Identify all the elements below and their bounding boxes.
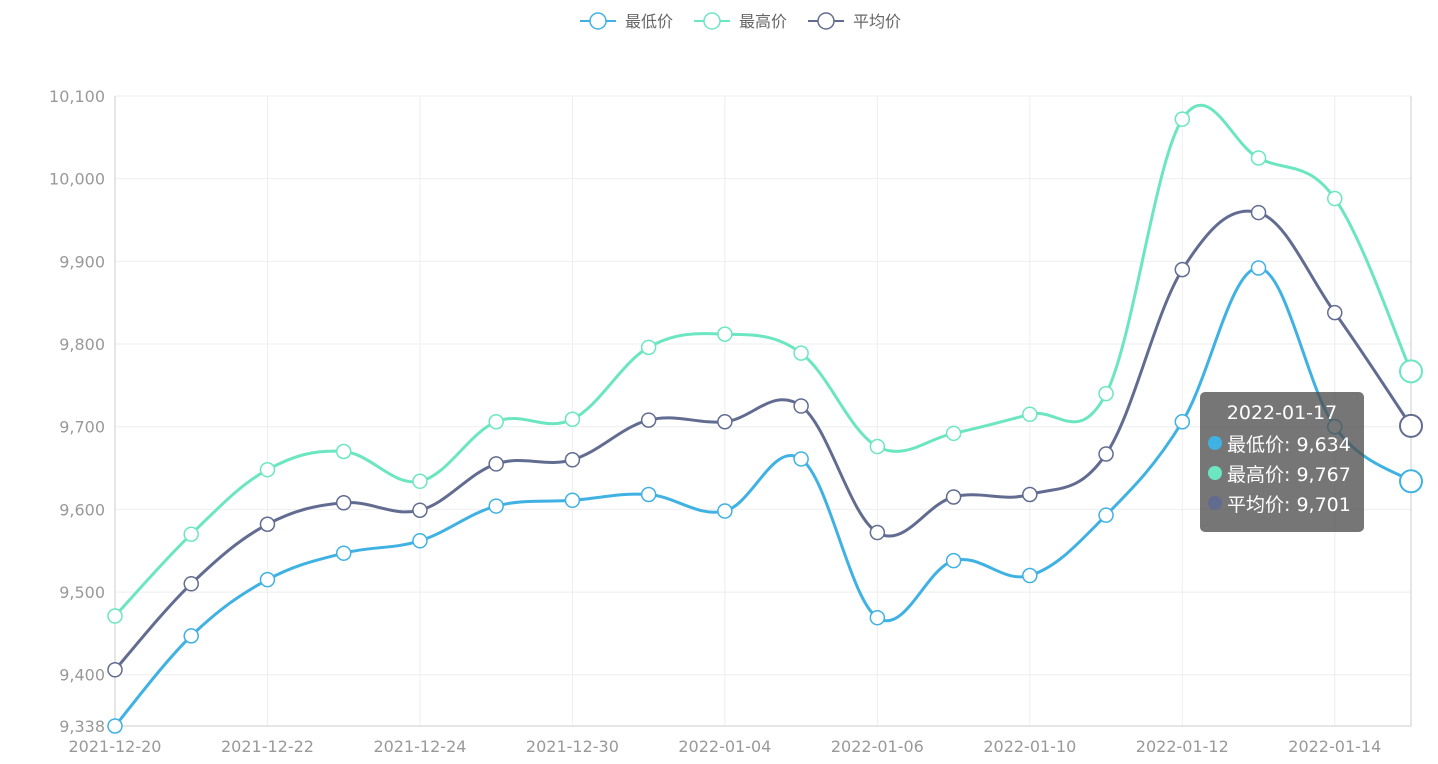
x-tick-label: 2022-01-12 bbox=[1136, 737, 1229, 756]
y-tick-label: 9,500 bbox=[59, 583, 105, 602]
data-point-avg[interactable] bbox=[1174, 261, 1191, 278]
x-tick-label: 2022-01-04 bbox=[678, 737, 771, 756]
y-tick-label: 9,900 bbox=[59, 252, 105, 271]
legend-label: 最低价 bbox=[625, 12, 673, 31]
tooltip-row-low: 最低价: 9,634 bbox=[1208, 428, 1356, 458]
legend-marker-icon bbox=[817, 12, 835, 30]
data-point-high[interactable] bbox=[1098, 385, 1114, 402]
data-point-low[interactable] bbox=[945, 552, 962, 569]
data-point-avg[interactable] bbox=[869, 524, 886, 541]
data-point-high[interactable] bbox=[1250, 150, 1267, 166]
tooltip-dot-avg bbox=[1208, 496, 1222, 510]
data-point-high[interactable] bbox=[1399, 359, 1423, 384]
data-point-avg[interactable] bbox=[564, 452, 581, 468]
data-point-low[interactable] bbox=[793, 451, 809, 467]
data-point-high[interactable] bbox=[259, 461, 276, 478]
data-point-low[interactable] bbox=[259, 571, 276, 588]
legend-item-low[interactable]: 最低价 bbox=[580, 12, 673, 31]
data-point-high[interactable] bbox=[1327, 190, 1343, 207]
data-point-high[interactable] bbox=[183, 526, 199, 542]
data-point-avg[interactable] bbox=[1098, 446, 1114, 462]
y-tick-label: 9,400 bbox=[59, 666, 105, 685]
data-point-low[interactable] bbox=[107, 718, 123, 734]
x-tick-label: 2021-12-30 bbox=[526, 737, 619, 756]
x-tick-label: 2022-01-06 bbox=[831, 737, 924, 756]
data-point-low[interactable] bbox=[640, 486, 657, 503]
data-point-low[interactable] bbox=[183, 628, 199, 644]
data-point-avg[interactable] bbox=[183, 576, 199, 592]
data-point-low[interactable] bbox=[869, 609, 886, 626]
data-point-avg[interactable] bbox=[1250, 204, 1267, 221]
data-point-high[interactable] bbox=[564, 411, 581, 428]
tooltip-label-avg: 平均价: 9,701 bbox=[1227, 493, 1351, 516]
legend-marker-icon bbox=[589, 12, 607, 30]
data-point-low[interactable] bbox=[717, 503, 733, 519]
data-point-avg[interactable] bbox=[793, 398, 809, 414]
data-point-low[interactable] bbox=[1250, 260, 1267, 276]
tooltip-dot-high bbox=[1208, 466, 1222, 480]
legend[interactable]: 最低价 最高价 平均价 bbox=[580, 12, 901, 31]
data-point-high[interactable] bbox=[793, 345, 809, 361]
x-axis-ticks: 2021-12-20 2021-12-22 2021-12-24 2021-12-30… bbox=[69, 737, 1382, 756]
data-point-avg[interactable] bbox=[259, 516, 276, 533]
x-tick-label: 2021-12-24 bbox=[373, 737, 466, 756]
data-point-avg[interactable] bbox=[107, 662, 123, 678]
series-line-high bbox=[113, 103, 1413, 618]
y-tick-label: 9,600 bbox=[59, 500, 105, 519]
x-tick-label: 2022-01-14 bbox=[1288, 737, 1381, 756]
data-point-avg[interactable] bbox=[640, 412, 657, 428]
data-point-high[interactable] bbox=[717, 326, 733, 342]
data-point-avg[interactable] bbox=[335, 495, 352, 511]
data-point-high[interactable] bbox=[640, 339, 657, 356]
data-point-low[interactable] bbox=[564, 492, 581, 509]
data-point-avg[interactable] bbox=[1022, 486, 1038, 503]
tooltip-dot-low bbox=[1208, 436, 1222, 450]
data-point-avg[interactable] bbox=[1327, 304, 1343, 321]
legend-marker-icon bbox=[703, 12, 721, 30]
tooltip-row-high: 最高价: 9,767 bbox=[1208, 458, 1356, 488]
y-tick-label: 9,700 bbox=[59, 418, 105, 437]
legend-label: 平均价 bbox=[853, 12, 901, 31]
y-axis-ticks: 9,338 9,400 9,500 9,600 9,700 9,800 9,900 10,00… bbox=[49, 87, 105, 736]
tooltip-label-low: 最低价: 9,634 bbox=[1227, 433, 1351, 456]
tooltip-label-high: 最高价: 9,767 bbox=[1227, 463, 1351, 486]
data-point-avg[interactable] bbox=[1399, 413, 1423, 438]
x-tick-label: 2021-12-22 bbox=[221, 737, 314, 756]
data-point-avg[interactable] bbox=[945, 489, 962, 505]
y-tick-label: 10,100 bbox=[49, 87, 105, 106]
data-point-high[interactable] bbox=[488, 413, 504, 430]
data-point-avg[interactable] bbox=[717, 413, 733, 430]
data-point-high[interactable] bbox=[335, 443, 352, 460]
data-point-low[interactable] bbox=[488, 498, 504, 514]
data-points bbox=[107, 111, 1423, 734]
data-point-low[interactable] bbox=[1399, 469, 1423, 494]
data-point-high[interactable] bbox=[1022, 406, 1038, 423]
data-point-low[interactable] bbox=[1174, 413, 1191, 430]
data-point-high[interactable] bbox=[1174, 111, 1191, 127]
data-point-high[interactable] bbox=[107, 608, 123, 624]
data-point-low[interactable] bbox=[1098, 507, 1114, 523]
tooltip-row-avg: 平均价: 9,701 bbox=[1208, 488, 1356, 518]
legend-label: 最高价 bbox=[739, 12, 787, 31]
x-tick-label: 2022-01-10 bbox=[983, 737, 1076, 756]
data-point-low[interactable] bbox=[335, 545, 352, 561]
y-tick-label: 9,800 bbox=[59, 335, 105, 354]
y-tick-label: 9,338 bbox=[59, 717, 105, 736]
data-point-avg[interactable] bbox=[412, 502, 428, 518]
legend-item-high[interactable]: 最高价 bbox=[694, 12, 787, 31]
x-tick-label: 2021-12-20 bbox=[69, 737, 162, 756]
tooltip: 2022-01-17 最低价: 9,634 最高价: 9,767 平均价: 9,… bbox=[1200, 392, 1364, 532]
data-point-low[interactable] bbox=[412, 533, 428, 549]
data-point-low[interactable] bbox=[1022, 567, 1038, 584]
tooltip-title: 2022-01-17 bbox=[1226, 402, 1338, 424]
data-point-avg[interactable] bbox=[488, 456, 504, 472]
data-point-high[interactable] bbox=[869, 438, 886, 455]
legend-item-avg[interactable]: 平均价 bbox=[808, 12, 901, 31]
y-tick-label: 10,000 bbox=[49, 170, 105, 189]
data-point-high[interactable] bbox=[412, 473, 428, 490]
data-point-high[interactable] bbox=[945, 425, 962, 442]
